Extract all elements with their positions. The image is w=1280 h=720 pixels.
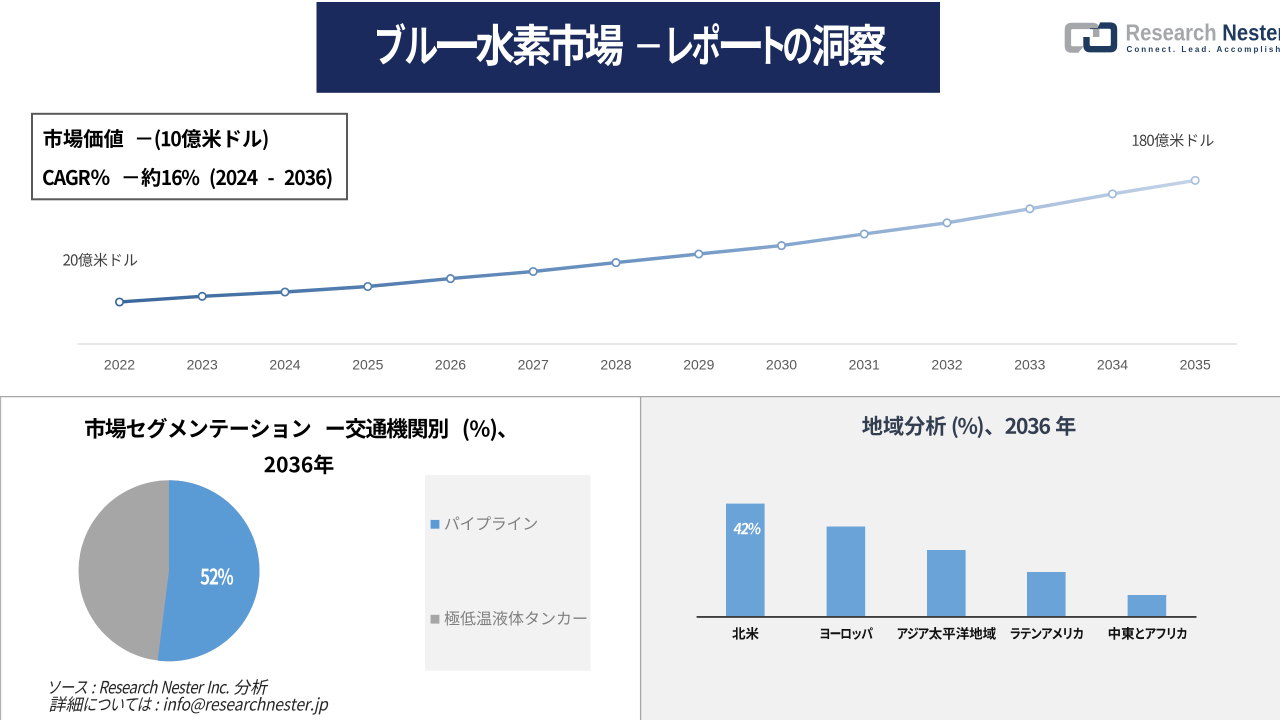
- svg-text:2023: 2023: [187, 357, 218, 373]
- svg-text:Research Nester: Research Nester: [1126, 19, 1280, 46]
- svg-text:2030: 2030: [766, 357, 797, 373]
- svg-text:2032: 2032: [931, 357, 962, 373]
- svg-text:2035: 2035: [1180, 357, 1211, 373]
- svg-text:2034: 2034: [1097, 357, 1128, 373]
- svg-text:2027: 2027: [518, 357, 549, 373]
- svg-text:2029: 2029: [683, 357, 714, 373]
- svg-text:2031: 2031: [849, 357, 880, 373]
- svg-text:2025: 2025: [352, 357, 383, 373]
- svg-text:2024: 2024: [269, 357, 300, 373]
- svg-text:2028: 2028: [600, 357, 631, 373]
- svg-text:2033: 2033: [1014, 357, 1045, 373]
- svg-text:2026: 2026: [435, 357, 466, 373]
- svg-text:Connect. Lead. Accomplish: Connect. Lead. Accomplish: [1127, 45, 1280, 54]
- svg-text:2022: 2022: [104, 357, 135, 373]
